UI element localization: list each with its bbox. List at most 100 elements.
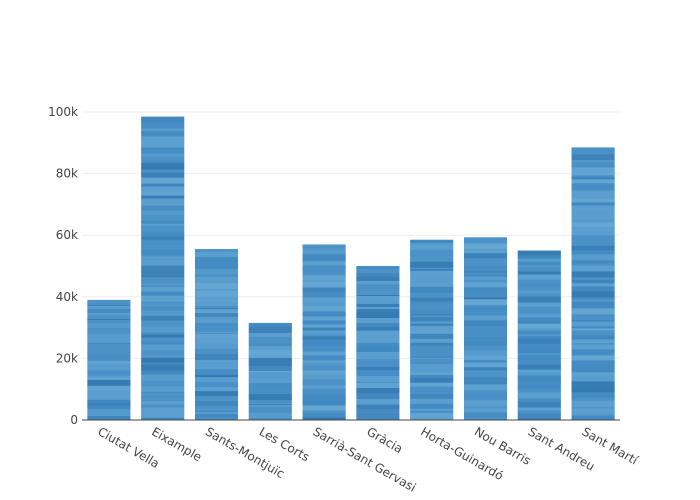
bar-stripe: [194, 344, 239, 349]
bar-stripe: [356, 399, 400, 404]
bar-stripe: [571, 212, 615, 217]
bar-stripe: [87, 379, 131, 386]
bar-stripe: [517, 398, 561, 400]
bar-stripe: [87, 405, 131, 409]
bar-stripe: [141, 398, 185, 400]
bar-stripe: [248, 354, 292, 358]
bar-stripe: [517, 413, 561, 418]
bar-stripe: [141, 255, 185, 258]
bar-stripe: [302, 327, 346, 331]
bar-stripe: [194, 354, 239, 361]
bar-stripe: [356, 289, 400, 295]
bar-stripe: [356, 391, 400, 393]
bar[interactable]: [517, 250, 561, 420]
bar-stripe: [517, 417, 561, 420]
bar-stripe: [356, 388, 400, 391]
bar-stripe: [141, 151, 185, 154]
bar-stripe: [141, 350, 185, 355]
bar-stripe: [141, 223, 185, 226]
bar[interactable]: [248, 322, 292, 420]
bar-stripe: [194, 391, 239, 397]
bar-stripe: [410, 372, 454, 375]
bar-stripe: [517, 302, 561, 307]
bar-stripe: [194, 382, 239, 388]
bar-stripe: [248, 382, 292, 389]
bar-stripe: [302, 374, 346, 377]
bar-stripe: [571, 344, 615, 350]
bar-stripe: [141, 163, 185, 167]
bar-stripe: [571, 392, 615, 398]
y-tick-labels: 0 20k 40k 60k 80k 100k: [48, 105, 78, 427]
bar-stripe: [302, 316, 346, 321]
bar-stripe: [248, 417, 292, 419]
bar-stripe: [517, 369, 561, 373]
bar[interactable]: [356, 266, 400, 420]
bar-stripe: [356, 342, 400, 343]
bar-stripe: [194, 316, 239, 318]
bar-stripe: [302, 360, 346, 363]
bar-stripe: [248, 399, 292, 403]
bar-stripe: [141, 278, 185, 284]
bar-stripe: [463, 407, 508, 409]
bar-stripe: [517, 306, 561, 311]
bar-stripe: [571, 415, 615, 420]
bar-stripe: [194, 338, 239, 345]
bar-stripe: [410, 345, 454, 351]
bar-stripe: [194, 307, 239, 309]
bar-stripe: [571, 374, 615, 378]
bar-stripe: [194, 317, 239, 324]
bar-stripe: [141, 116, 185, 118]
bar-stripe: [571, 280, 615, 282]
bar[interactable]: [302, 244, 346, 420]
bar-stripe: [571, 195, 615, 199]
bar-stripe: [302, 362, 346, 366]
bar-stripe: [517, 381, 561, 386]
bar-stripe: [141, 156, 185, 163]
bar-stripe: [87, 408, 131, 415]
bar-stripe: [141, 356, 185, 358]
bar-stripe: [410, 362, 454, 364]
bar-stripe: [571, 283, 615, 287]
bar-stripe: [463, 288, 508, 295]
bar-stripe: [141, 326, 185, 333]
bar-stripe: [141, 236, 185, 240]
bar-stripe: [141, 166, 185, 170]
bar-stripe: [410, 254, 454, 256]
bar-stripe: [302, 376, 346, 379]
bar-stripe: [302, 388, 346, 395]
bar-stripe: [463, 320, 508, 327]
bar-stripe: [141, 283, 185, 286]
bar-stripe: [463, 263, 508, 266]
bar-stripe: [141, 357, 185, 363]
bar-stripe: [356, 266, 400, 267]
bar-stripe: [87, 343, 131, 350]
bar-stripe: [517, 344, 561, 349]
bar-stripe: [517, 364, 561, 370]
bar-stripe: [410, 342, 454, 346]
bar[interactable]: [410, 239, 454, 420]
bar-stripe: [571, 216, 615, 220]
bar-stripe: [410, 393, 454, 399]
bar-stripe: [141, 320, 185, 327]
bar[interactable]: [87, 299, 131, 420]
bar[interactable]: [571, 147, 615, 421]
bar-stripe: [302, 281, 346, 288]
bar-stripe: [571, 385, 615, 389]
bar[interactable]: [194, 249, 239, 420]
bar-stripe: [410, 333, 454, 339]
bar-stripe: [356, 382, 400, 383]
bar-stripe: [87, 308, 131, 313]
bar-stripe: [410, 255, 454, 262]
y-tick-label: 0: [70, 413, 78, 427]
bar-stripe: [302, 306, 346, 312]
bar-stripe: [463, 376, 508, 378]
bar-stripe: [463, 258, 508, 264]
bar-stripe: [194, 302, 239, 307]
bar[interactable]: [141, 116, 185, 421]
bar[interactable]: [463, 237, 508, 420]
bar-stripe: [410, 418, 454, 420]
bar-stripe: [248, 322, 292, 327]
bar-stripe: [356, 273, 400, 277]
bar-stripe: [517, 323, 561, 329]
bar-stripe: [194, 375, 239, 378]
